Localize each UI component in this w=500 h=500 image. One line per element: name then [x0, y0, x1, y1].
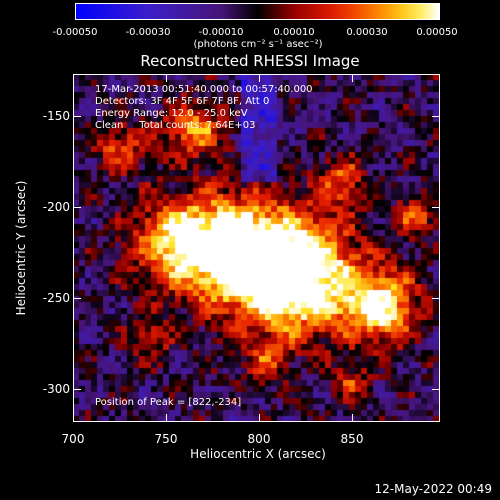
axis-tick-mark: [166, 74, 167, 82]
colorbar-tick: -0.00050: [52, 27, 98, 38]
axis-tick-mark: [73, 414, 74, 422]
axis-tick-mark: [73, 74, 74, 82]
axis-tick-mark: [166, 414, 167, 422]
x-tick-label: 850: [340, 432, 364, 446]
colorbar: [75, 3, 440, 20]
axis-tick-mark: [73, 207, 81, 208]
x-tick-label: 750: [154, 432, 178, 446]
axis-tick-mark: [259, 74, 260, 82]
axis-tick-mark: [432, 389, 440, 390]
colorbar-units: (photons cm⁻² s⁻¹ asec⁻²): [193, 39, 323, 50]
axis-tick-mark: [352, 74, 353, 82]
axis-tick-mark: [259, 414, 260, 422]
y-tick-label: -200: [42, 200, 70, 214]
y-tick-label: -250: [42, 291, 70, 305]
axis-tick-mark: [73, 116, 81, 117]
y-tick-label: -150: [42, 109, 70, 123]
colorbar-tick: 0.00010: [273, 27, 315, 38]
colorbar-tick: -0.00030: [125, 27, 171, 38]
info-clean-counts: Clean Total counts: 7.64E+03: [95, 120, 256, 131]
info-energy-range: Energy Range: 12.0 - 25.0 keV: [95, 108, 248, 119]
axis-tick-mark: [73, 298, 81, 299]
axis-tick-mark: [432, 207, 440, 208]
info-detectors: Detectors: 3F 4F 5F 6F 7F 8F, Att 0: [95, 96, 270, 107]
rhessi-image: [73, 74, 440, 422]
axis-tick-mark: [73, 389, 81, 390]
footer-timestamp: 12-May-2022 00:49: [374, 482, 492, 496]
x-axis-label: Heliocentric X (arcsec): [190, 447, 326, 461]
colorbar-tick: 0.00050: [416, 27, 458, 38]
x-tick-label: 800: [247, 432, 271, 446]
y-axis-label: Heliocentric Y (arcsec): [14, 180, 28, 316]
plot-title: Reconstructed RHESSI Image: [140, 52, 360, 70]
colorbar-tick: -0.00010: [198, 27, 244, 38]
axis-tick-mark: [432, 116, 440, 117]
info-peak-position: Position of Peak = [822,-234]: [95, 397, 242, 408]
axis-tick-mark: [352, 414, 353, 422]
info-time-range: 17-Mar-2013 00:51:40.000 to 00:57:40.000: [95, 84, 313, 95]
y-tick-label: -300: [42, 382, 70, 396]
axis-tick-mark: [432, 298, 440, 299]
x-tick-label: 700: [61, 432, 85, 446]
colorbar-tick: 0.00030: [346, 27, 388, 38]
